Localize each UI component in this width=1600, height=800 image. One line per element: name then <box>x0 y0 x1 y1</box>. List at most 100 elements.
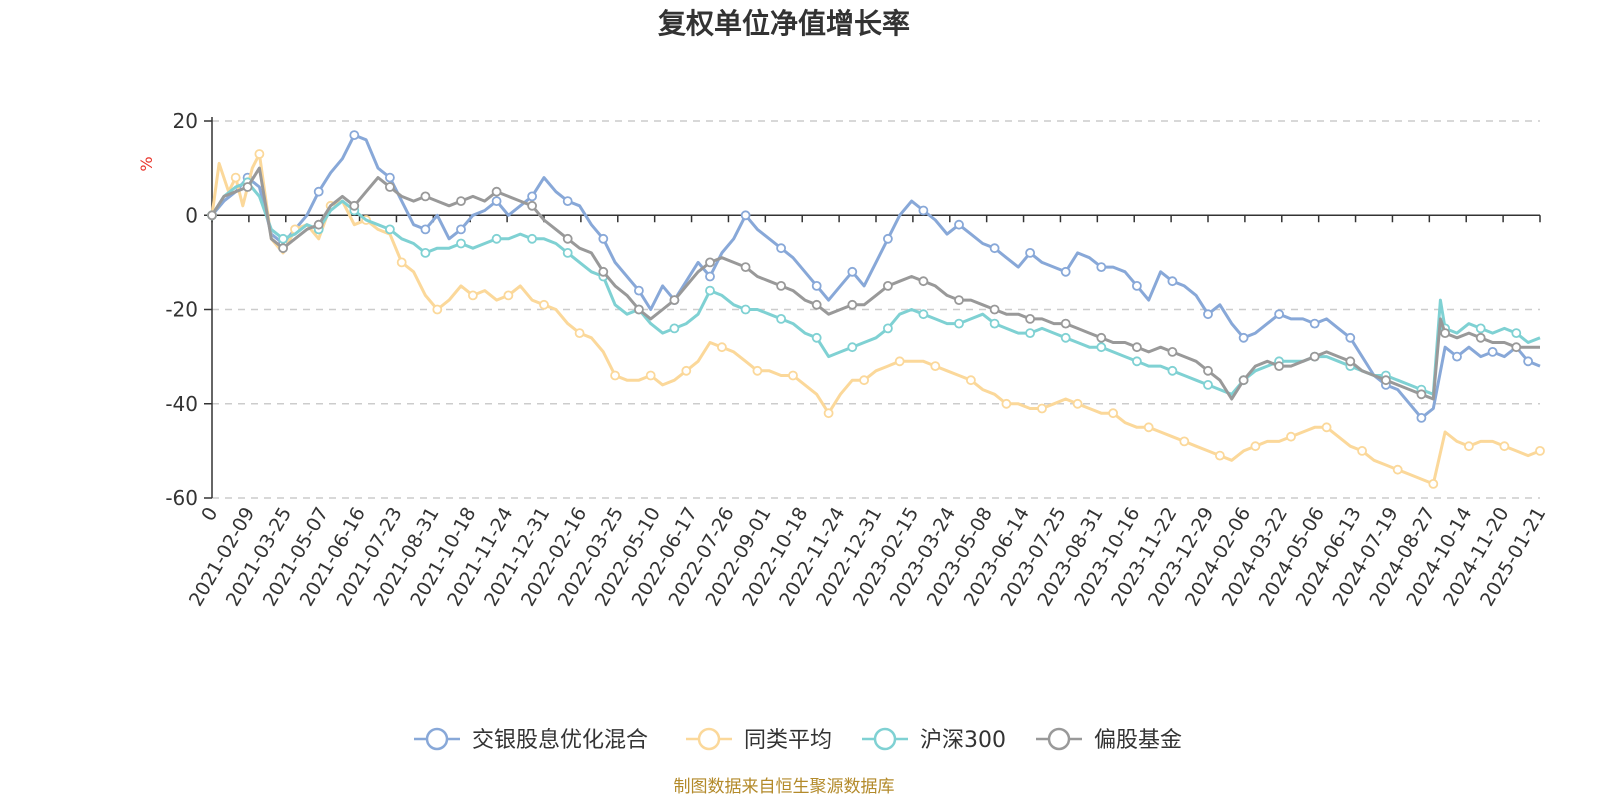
series-point-marker <box>1487 346 1498 357</box>
series-point-marker <box>1179 436 1190 447</box>
series-point-marker <box>1108 408 1118 419</box>
series-point-marker <box>1167 346 1178 357</box>
series-point-marker <box>384 172 395 183</box>
series-point-marker <box>1416 389 1427 400</box>
series-point-marker <box>1309 351 1320 362</box>
series-point-marker <box>1238 332 1249 343</box>
series-point-marker <box>527 200 537 211</box>
legend-marker-icon <box>425 727 449 751</box>
series-point-marker <box>539 299 549 310</box>
series-point-marker <box>776 280 786 291</box>
x-tick-label: 0 <box>197 504 222 525</box>
series-point-marker <box>313 219 324 230</box>
series-point-marker <box>883 233 893 244</box>
series-point-marker <box>1428 478 1439 489</box>
series-lines <box>207 130 1545 489</box>
series-point-marker <box>681 365 692 376</box>
series-point-marker <box>396 257 407 268</box>
series-point-marker <box>634 285 644 296</box>
series-point-marker <box>1072 398 1083 409</box>
legend-item[interactable]: 同类平均 <box>686 727 832 753</box>
series-point-marker <box>1274 361 1284 372</box>
series-point-marker <box>432 304 443 315</box>
series-line <box>210 166 1540 401</box>
series-point-marker <box>989 243 1000 254</box>
series-point-marker <box>1203 365 1213 376</box>
series-point-marker <box>1440 328 1450 339</box>
series-point-marker <box>1475 323 1486 334</box>
series-point-marker <box>456 238 466 249</box>
series-point-marker <box>645 370 656 381</box>
series-point-marker <box>989 318 1000 329</box>
series-point-marker <box>610 370 620 381</box>
series-point-marker <box>1132 342 1142 353</box>
series-point-marker <box>278 233 289 244</box>
series-point-marker <box>527 191 537 202</box>
series-point-marker <box>1025 313 1035 324</box>
series-point-marker <box>420 191 431 202</box>
series-point-marker <box>1321 422 1332 433</box>
y-axis-unit: % <box>137 156 156 171</box>
series-point-marker <box>1238 375 1249 386</box>
series-line <box>210 133 1541 420</box>
series-point-marker <box>1167 365 1178 376</box>
series-point-marker <box>894 356 905 367</box>
series-point-marker <box>1132 356 1142 367</box>
legend-label: 偏股基金 <box>1094 728 1182 753</box>
legend-label: 沪深300 <box>920 728 1006 753</box>
series-point-marker <box>1286 431 1296 442</box>
series-point-marker <box>467 290 478 301</box>
series-point-marker <box>313 186 324 197</box>
series-point-marker <box>1416 412 1427 423</box>
y-tick-label: 0 <box>185 203 198 227</box>
y-tick-label: -40 <box>165 392 198 416</box>
series-point-marker <box>776 313 786 324</box>
series-point-marker <box>1392 464 1403 475</box>
series-point-marker <box>384 182 395 192</box>
series-point-marker <box>598 233 609 244</box>
series-point-marker <box>883 280 893 291</box>
legend-marker-icon <box>873 727 897 751</box>
series-point-marker <box>1452 351 1462 362</box>
series-point-marker <box>1060 318 1071 329</box>
series-point-marker <box>1060 332 1071 343</box>
series-point-marker <box>1499 441 1510 452</box>
legend-item[interactable]: 偏股基金 <box>1036 727 1182 753</box>
series-point-marker <box>1037 403 1047 414</box>
series-point-marker <box>1143 422 1154 433</box>
series-point-marker <box>527 233 537 244</box>
legend[interactable]: 交银股息优化混合 同类平均 沪深300 偏股基金 <box>414 727 1182 753</box>
series-point-marker <box>776 243 786 254</box>
series-point-marker <box>954 219 964 230</box>
series-point-marker <box>1511 328 1522 339</box>
series-point-marker <box>456 224 466 235</box>
series-point-marker <box>740 262 751 273</box>
series-point-marker <box>1309 318 1320 329</box>
series-point-marker <box>954 318 964 329</box>
series-point-marker <box>918 205 929 216</box>
series-point-marker <box>1475 332 1486 343</box>
series-point-marker <box>456 196 466 207</box>
series-point-marker <box>1060 266 1071 277</box>
series-point-marker <box>823 408 834 419</box>
series-point-marker <box>989 304 1000 315</box>
series-point-marker <box>1096 332 1107 343</box>
series-point-marker <box>717 342 727 353</box>
series-point-marker <box>562 233 573 244</box>
series-point-marker <box>491 233 502 244</box>
y-tick-label: -60 <box>165 486 198 510</box>
series-point-marker <box>811 280 822 291</box>
legend-item[interactable]: 沪深300 <box>862 727 1006 753</box>
gridlines <box>212 120 1540 499</box>
series-point-marker <box>574 328 585 339</box>
series-point-marker <box>705 257 715 268</box>
legend-item[interactable]: 交银股息优化混合 <box>414 727 648 753</box>
legend-label: 交银股息优化混合 <box>472 728 648 753</box>
series-point-marker <box>752 365 763 376</box>
series-point-marker <box>562 196 573 207</box>
series-point-marker <box>930 361 941 372</box>
series-point-marker <box>278 243 289 254</box>
series-line <box>210 152 1541 486</box>
series-point-marker <box>669 295 680 306</box>
